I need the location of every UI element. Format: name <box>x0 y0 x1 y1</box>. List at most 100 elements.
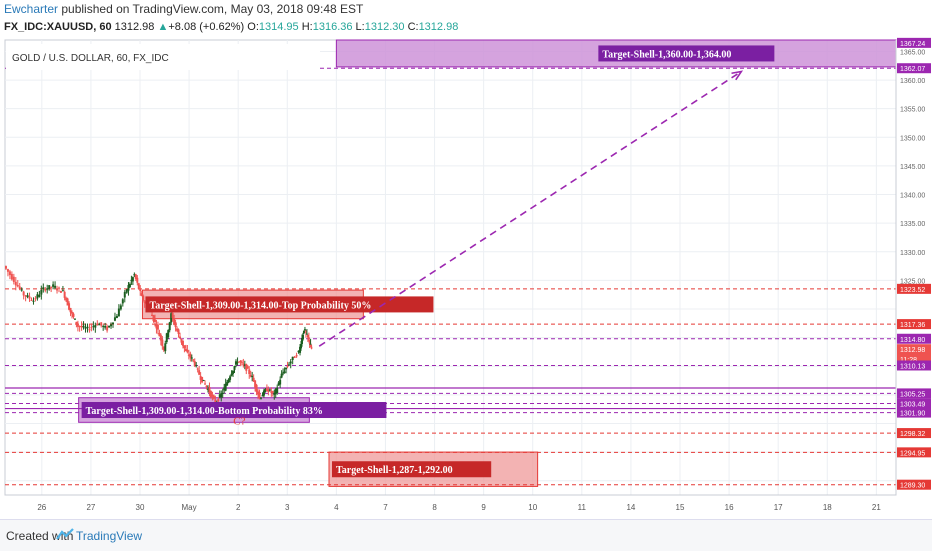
candle-body <box>306 334 309 338</box>
candle-body <box>82 325 85 328</box>
x-tick-label: 17 <box>774 503 783 512</box>
price-tag-bg <box>897 37 931 48</box>
price-tag-bg <box>897 388 931 399</box>
y-axis[interactable]: 1365.00 1360.00 1355.00 1350.00 1345.00 1340.… <box>895 37 932 495</box>
author-link[interactable]: Ewcharter <box>4 2 59 16</box>
candle-body <box>128 283 131 288</box>
candle-body <box>277 382 280 386</box>
candle-body <box>153 319 156 322</box>
candle-body <box>181 340 184 346</box>
candle-body <box>221 392 224 394</box>
candle-body <box>252 377 255 382</box>
candle-body <box>125 289 128 293</box>
candle-body <box>239 361 242 363</box>
candle-body <box>78 326 81 328</box>
candle-body <box>304 331 307 333</box>
candle-body <box>40 290 43 295</box>
candle-body <box>260 397 263 399</box>
y-tick-label: 1325.00 <box>900 278 925 285</box>
y-tick-label: 1360.00 <box>900 78 925 85</box>
x-tick-label: 26 <box>37 503 46 512</box>
candle-body <box>152 315 155 322</box>
x-tick-label: 2 <box>236 503 241 512</box>
candle-body <box>302 330 305 334</box>
y-tick-label: 1340.00 <box>900 193 925 200</box>
candle-body <box>140 293 143 296</box>
candle-body <box>189 353 192 358</box>
up-arrow-icon: ▲ <box>157 21 169 33</box>
candle-body <box>63 291 66 298</box>
candle-body <box>174 322 177 328</box>
candle-body <box>201 376 204 383</box>
legend-title: GOLD / U.S. DOLLAR, 60, FX_IDC <box>12 53 169 64</box>
candle-body <box>121 299 124 304</box>
candle-body <box>193 361 196 366</box>
candle-body <box>59 291 62 293</box>
candle-body <box>119 305 122 310</box>
candle-body <box>133 274 136 276</box>
candle-body <box>195 365 198 367</box>
candle-body <box>56 289 59 291</box>
candle-body <box>155 324 158 329</box>
candle-body <box>151 314 154 316</box>
candle-body <box>232 370 235 374</box>
low-value: 1312.30 <box>364 21 405 33</box>
candle-body <box>80 325 83 328</box>
price-tag-bg <box>897 428 931 439</box>
price-tag-label: 1301.90 <box>900 411 925 418</box>
candle-body <box>10 273 13 280</box>
candle-body <box>237 361 240 363</box>
low-label: L: <box>355 21 365 33</box>
tradingview-link[interactable]: TradingView <box>76 529 143 543</box>
candle-body <box>158 332 161 337</box>
lower-target-zone-label: Target-Shell-1,287-1,292.00 <box>336 465 453 476</box>
price-tag-label: 1294.95 <box>900 450 925 457</box>
candle-body <box>305 333 308 335</box>
candle-body <box>190 357 193 359</box>
candle-body <box>75 321 78 325</box>
x-tick-label: 9 <box>481 503 486 512</box>
candle-body <box>104 326 107 328</box>
candle-body <box>22 291 25 296</box>
candle-body <box>291 356 294 361</box>
y-axis-bg <box>896 40 932 495</box>
x-tick-label: May <box>182 503 197 512</box>
candle-body <box>177 329 180 334</box>
open-value: 1314.95 <box>258 21 299 33</box>
candle-body <box>98 324 101 326</box>
y-tick-label: 1365.00 <box>900 49 925 56</box>
candle-body <box>271 391 274 393</box>
candle-body <box>270 391 273 393</box>
candle-body <box>299 346 302 353</box>
target-zones <box>78 39 897 487</box>
tradingview-logo-icon <box>56 528 74 540</box>
candle-body <box>187 354 190 356</box>
candle-body <box>233 366 236 370</box>
candle-body <box>71 312 74 314</box>
candle-body <box>76 323 79 327</box>
price-tag-bg <box>897 479 931 490</box>
candle-body <box>309 343 312 345</box>
price-tag-bg <box>897 360 931 371</box>
price-tag-bg <box>897 319 931 330</box>
x-axis[interactable]: 26 27 30 May 2 3 4 7 8 9 10 11 14 15 16 17 18 21 <box>5 494 896 512</box>
price-tag-bg <box>897 344 931 355</box>
candle-body <box>66 298 69 306</box>
created-with-label: Created with <box>6 529 74 543</box>
last-price: 1312.98 <box>114 21 155 33</box>
candle-body <box>243 364 246 366</box>
price-tag-label: 1323.52 <box>900 287 925 294</box>
candle-body <box>113 317 116 321</box>
candle-body <box>143 301 146 303</box>
price-chart[interactable]: Target-Shell-1,309.00-1,314.00-Top Proba… <box>0 0 932 519</box>
symbol-label: FX_IDC:XAUUSD, 60 <box>4 21 112 33</box>
candle-body <box>72 313 75 317</box>
x-tick-label: 11 <box>578 503 587 512</box>
high-value: 1316.36 <box>312 21 353 33</box>
candle-body <box>6 269 9 272</box>
publish-info: Ewcharter published on TradingView.com, … <box>4 2 363 16</box>
price-tag-label: 1367.24 <box>900 41 925 48</box>
x-tick-label: 27 <box>86 503 95 512</box>
candle-body <box>199 375 202 380</box>
upper-target-zone-label-bg <box>598 45 775 62</box>
